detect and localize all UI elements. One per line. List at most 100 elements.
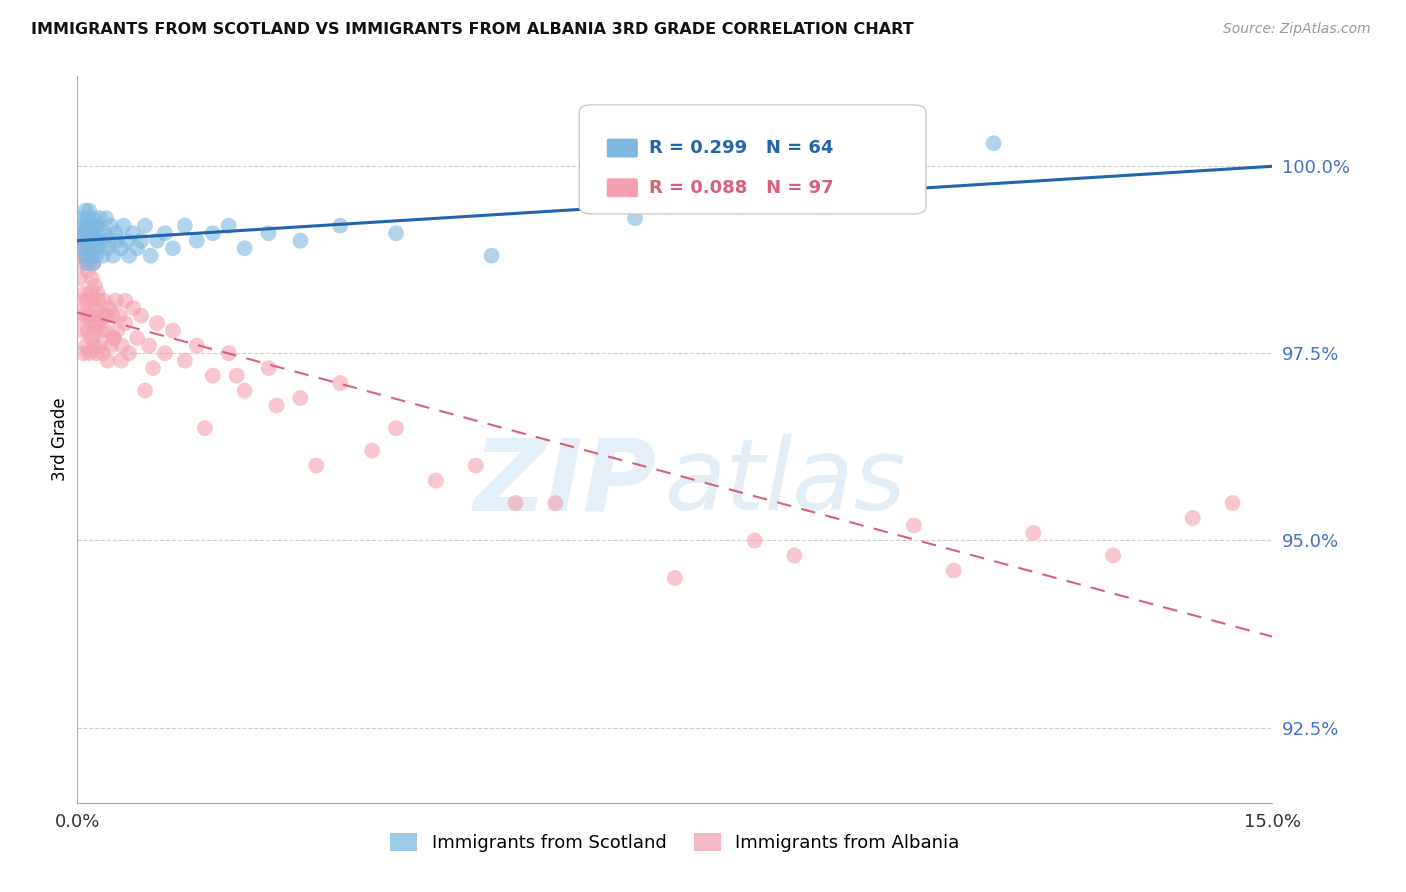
Point <box>174 219 197 233</box>
Point <box>96 309 118 323</box>
Point <box>544 496 567 510</box>
Text: IMMIGRANTS FROM SCOTLAND VS IMMIGRANTS FROM ALBANIA 3RD GRADE CORRELATION CHART: IMMIGRANTS FROM SCOTLAND VS IMMIGRANTS F… <box>31 22 914 37</box>
Point <box>225 368 247 383</box>
Point <box>82 293 104 308</box>
Point <box>101 309 124 323</box>
Point <box>69 271 91 285</box>
Point <box>83 324 105 338</box>
Point <box>87 316 110 330</box>
Point <box>290 234 312 248</box>
Point <box>77 241 100 255</box>
Legend: Immigrants from Scotland, Immigrants from Albania: Immigrants from Scotland, Immigrants fro… <box>382 825 967 859</box>
Point <box>174 353 197 368</box>
Point <box>82 211 104 226</box>
Point <box>138 338 160 352</box>
Point <box>83 234 105 248</box>
Point <box>80 219 103 233</box>
Point <box>86 219 108 233</box>
Point <box>103 249 124 263</box>
Point <box>146 316 169 330</box>
Point <box>105 324 128 338</box>
Point <box>139 249 162 263</box>
Point <box>75 309 97 323</box>
Point <box>1102 549 1125 563</box>
Point <box>233 384 256 398</box>
Point <box>162 324 184 338</box>
Point <box>129 234 152 248</box>
Point <box>290 391 312 405</box>
Point <box>76 211 98 226</box>
Point <box>76 293 98 308</box>
Point <box>186 234 208 248</box>
Point <box>86 234 108 248</box>
FancyBboxPatch shape <box>579 105 927 214</box>
Point <box>118 249 141 263</box>
Point <box>257 226 280 240</box>
Point <box>103 331 124 345</box>
Point <box>83 278 105 293</box>
Point <box>80 271 103 285</box>
Point <box>624 211 647 226</box>
Point <box>87 293 110 308</box>
Point <box>76 324 98 338</box>
Point <box>127 331 149 345</box>
Point <box>90 234 112 248</box>
Y-axis label: 3rd Grade: 3rd Grade <box>51 398 69 481</box>
Point <box>103 331 125 345</box>
Point <box>93 293 115 308</box>
Point <box>80 241 103 255</box>
Point <box>73 234 96 248</box>
Text: ZIP: ZIP <box>474 434 657 532</box>
Text: R = 0.088   N = 97: R = 0.088 N = 97 <box>648 178 834 197</box>
Point <box>75 249 97 263</box>
Point <box>127 241 149 255</box>
Point <box>112 219 135 233</box>
Point <box>69 309 91 323</box>
Point <box>80 331 103 345</box>
FancyBboxPatch shape <box>607 178 638 197</box>
Point <box>186 338 208 352</box>
Point <box>91 249 114 263</box>
Point <box>82 256 104 270</box>
Point <box>76 219 98 233</box>
Text: R = 0.299   N = 64: R = 0.299 N = 64 <box>648 139 832 157</box>
Point <box>87 241 110 255</box>
Point <box>83 219 105 233</box>
Point <box>82 316 104 330</box>
Point <box>72 293 94 308</box>
Point <box>153 226 176 240</box>
Point <box>70 249 93 263</box>
Point <box>80 309 103 323</box>
Point <box>70 234 93 248</box>
Point <box>942 564 965 578</box>
Point <box>94 324 117 338</box>
Point <box>100 219 122 233</box>
Point <box>425 474 447 488</box>
Point <box>76 226 98 240</box>
Point <box>80 241 103 255</box>
Point <box>70 226 93 240</box>
Point <box>86 286 108 301</box>
Point <box>72 241 94 255</box>
Point <box>75 241 97 255</box>
Point <box>73 219 96 233</box>
Point <box>70 211 93 226</box>
Point <box>86 346 108 360</box>
Point <box>75 203 97 218</box>
Point <box>194 421 217 435</box>
Point <box>903 518 925 533</box>
Point <box>505 496 527 510</box>
Point <box>84 249 107 263</box>
Point <box>153 346 176 360</box>
Point <box>744 533 766 548</box>
Point <box>1022 526 1045 541</box>
Point <box>89 211 111 226</box>
Point <box>72 226 94 240</box>
Point <box>79 256 101 270</box>
Point <box>118 346 141 360</box>
Point <box>1222 496 1244 510</box>
Point <box>983 136 1005 151</box>
Point <box>79 286 101 301</box>
Point <box>114 293 136 308</box>
Point <box>98 234 121 248</box>
